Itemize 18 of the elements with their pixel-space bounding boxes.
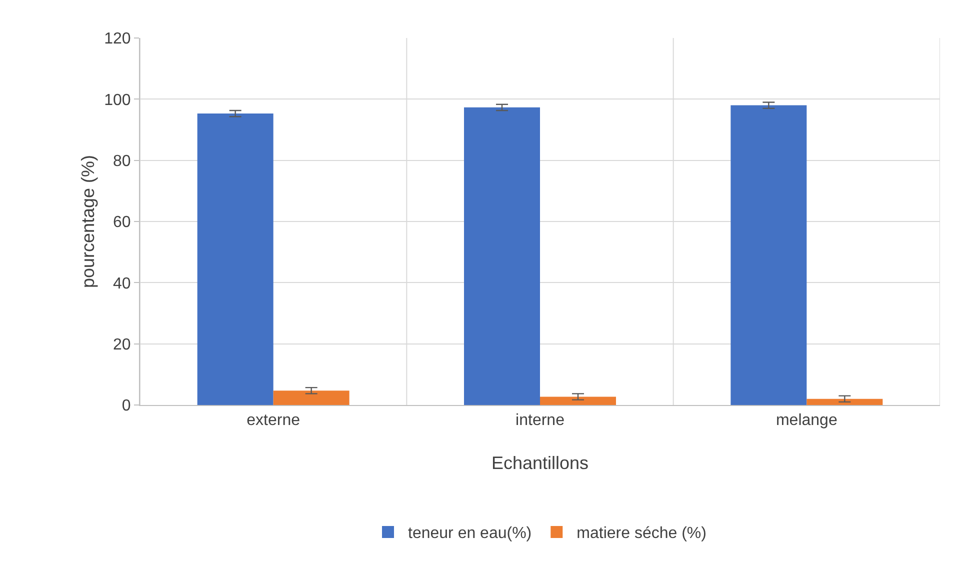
y-tick-label: 80 bbox=[113, 152, 131, 170]
y-tick-label: 100 bbox=[104, 92, 131, 109]
bar bbox=[197, 114, 274, 405]
x-axis-title: Echantillons bbox=[491, 453, 589, 473]
y-tick-label: 0 bbox=[122, 398, 131, 415]
bar bbox=[806, 398, 883, 405]
y-axis-title: pourcentage (%) bbox=[78, 154, 98, 288]
y-tick-label: 60 bbox=[113, 214, 131, 232]
y-tick-label: 20 bbox=[113, 336, 131, 354]
bar bbox=[540, 396, 616, 405]
y-tick-label: 40 bbox=[113, 275, 131, 292]
x-tick-label: melange bbox=[776, 412, 838, 430]
bar bbox=[464, 107, 540, 405]
x-tick-label: externe bbox=[246, 412, 300, 430]
y-tick-label: 120 bbox=[104, 30, 131, 48]
x-tick-label: interne bbox=[516, 412, 565, 430]
bar bbox=[273, 390, 350, 405]
bar bbox=[730, 105, 807, 405]
